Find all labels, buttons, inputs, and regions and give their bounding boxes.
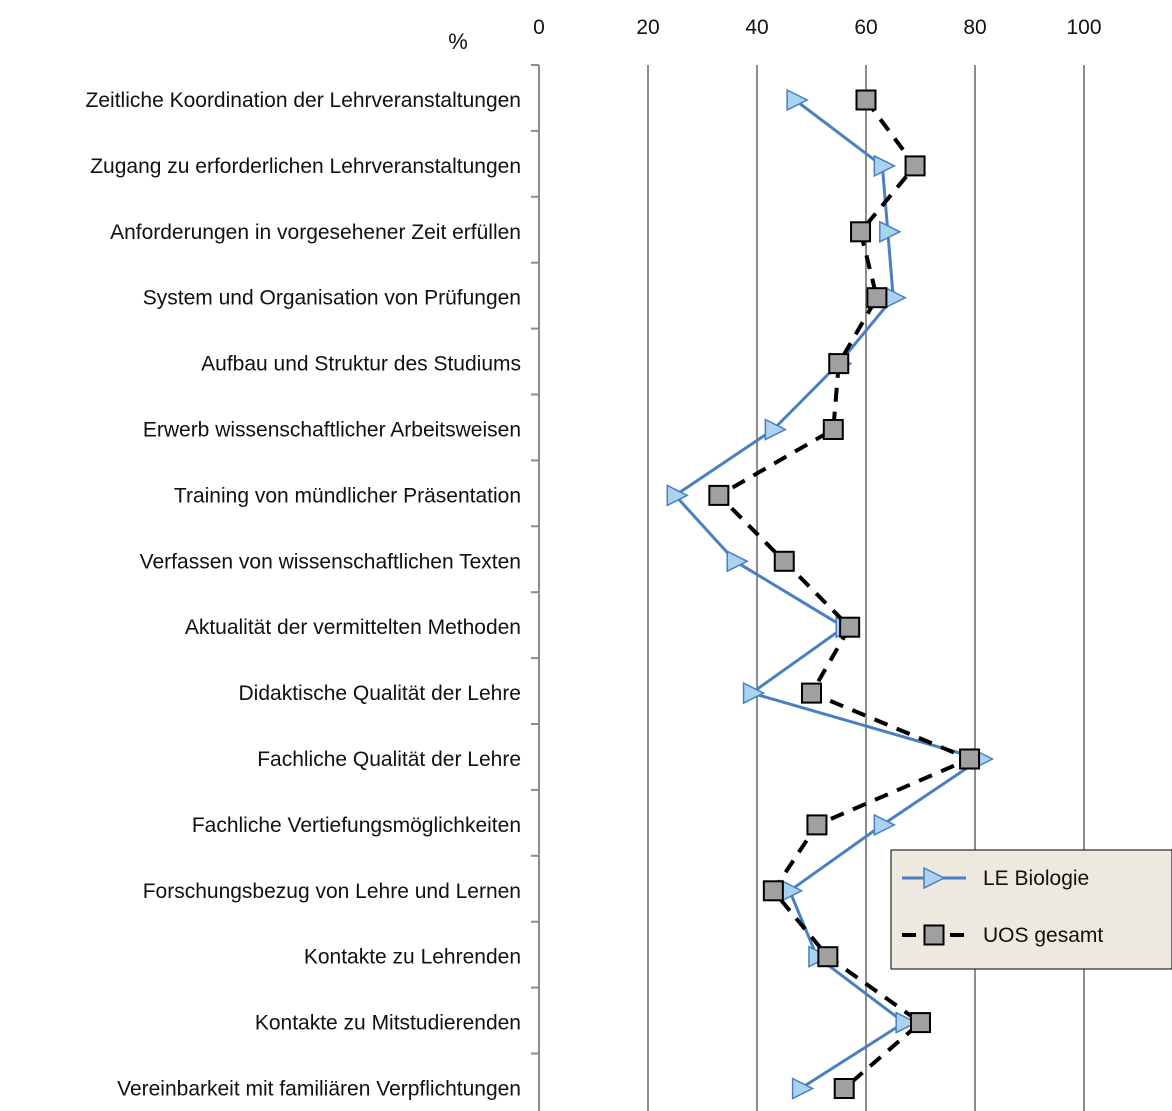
- data-point: [773, 550, 795, 572]
- data-point: [873, 154, 897, 178]
- category-label: System und Organisation von Prüfungen: [143, 287, 521, 310]
- category-label: Didaktische Qualität der Lehre: [239, 682, 522, 705]
- data-point: [726, 550, 749, 573]
- series-line: [673, 98, 982, 1090]
- data-point: [742, 681, 766, 705]
- data-point: [873, 813, 897, 837]
- tick-label: 40: [745, 16, 768, 39]
- data-point: [855, 89, 877, 111]
- category-label: Zeitliche Koordination der Lehrveranstal…: [86, 89, 521, 112]
- series-line: [716, 98, 972, 1091]
- data-point: [786, 88, 809, 112]
- category-labels: Zeitliche Koordination der Lehrveranstal…: [86, 89, 521, 1101]
- category-label: Aktualität der vermittelten Methoden: [185, 616, 521, 639]
- legend-item: UOS gesamt: [902, 924, 1103, 947]
- data-point: [822, 419, 844, 440]
- series-layer: [666, 88, 995, 1100]
- tick-label: 0: [533, 16, 545, 39]
- legend-box: [890, 849, 1172, 970]
- value-axis-ticks: 0 20 40 60 80 100: [533, 16, 1101, 39]
- data-point: [839, 616, 861, 638]
- tick-label: 100: [1066, 16, 1101, 39]
- data-point: [910, 1012, 931, 1034]
- data-point: [879, 220, 902, 244]
- data-point: [764, 418, 788, 441]
- data-point: [666, 484, 689, 507]
- category-label: Fachliche Qualität der Lehre: [257, 748, 521, 771]
- data-point: [828, 353, 850, 375]
- legend-label: LE Biologie: [983, 867, 1089, 890]
- category-label: Training von mündlicher Präsentation: [174, 484, 521, 507]
- data-point: [801, 682, 822, 704]
- category-label: Fachliche Vertiefungsmöglichkeiten: [192, 814, 521, 837]
- data-point: [895, 1011, 918, 1034]
- data-point: [850, 221, 872, 243]
- category-label: Aufbau und Struktur des Studiums: [201, 353, 521, 376]
- category-label: Vereinbarkeit mit familiären Verpflichtu…: [117, 1078, 521, 1101]
- data-point: [817, 946, 839, 968]
- category-label: Forschungsbezug von Lehre und Lernen: [143, 880, 521, 903]
- unit-label: %: [448, 29, 468, 54]
- data-point: [866, 287, 888, 309]
- data-point: [833, 1078, 855, 1099]
- data-point: [884, 286, 907, 309]
- legend: LE Biologie UOS gesamt: [890, 849, 1172, 970]
- data-point: [904, 155, 926, 177]
- series-uos-gesamt: [708, 89, 981, 1099]
- category-label: Verfassen von wissenschaftlichen Texten: [140, 550, 521, 573]
- category-label: Zugang zu erforderlichen Lehrveranstaltu…: [90, 155, 521, 178]
- data-point: [762, 880, 784, 902]
- data-point: [708, 484, 730, 506]
- data-point: [923, 924, 945, 946]
- data-point: [806, 814, 828, 836]
- data-point: [959, 748, 981, 770]
- data-point: [791, 1077, 815, 1100]
- category-label: Anforderungen in vorgesehener Zeit erfül…: [110, 221, 521, 244]
- data-point: [923, 866, 946, 890]
- tick-label: 60: [854, 16, 877, 39]
- category-axis: [531, 64, 540, 1111]
- tick-label: 80: [963, 16, 986, 39]
- legend-item: LE Biologie: [902, 866, 1089, 890]
- category-label: Kontakte zu Lehrenden: [304, 946, 521, 969]
- category-label: Erwerb wissenschaftlicher Arbeitsweisen: [143, 419, 521, 442]
- tick-label: 20: [636, 16, 659, 39]
- legend-label: UOS gesamt: [983, 924, 1103, 947]
- category-label: Kontakte zu Mitstudierenden: [255, 1012, 521, 1035]
